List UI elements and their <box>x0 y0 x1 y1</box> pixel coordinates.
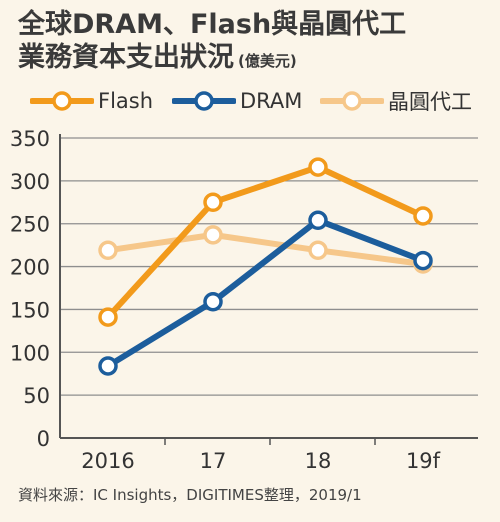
data-point <box>308 240 328 261</box>
y-tick-label: 350 <box>10 127 50 151</box>
legend-item: Flash <box>30 86 153 116</box>
series-line-foundry <box>105 231 426 267</box>
y-tick-label: 150 <box>10 298 50 322</box>
source-note: 資料來源：IC Insights，DIGITIMES整理，2019/1 <box>18 486 362 504</box>
legend-swatch <box>320 91 384 111</box>
chart-title-line-1: 全球DRAM、Flash與晶圓代工 <box>18 9 407 40</box>
legend-item: 晶圓代工 <box>320 86 472 116</box>
legend-item: DRAM <box>172 86 302 116</box>
legend-label: Flash <box>98 89 154 113</box>
data-point <box>203 291 223 312</box>
legend-label: DRAM <box>240 89 303 113</box>
chart-legend: Flash DRAM 晶圓代工 <box>30 86 490 116</box>
y-tick-label: 300 <box>10 170 50 194</box>
legend-marker <box>342 91 362 111</box>
data-point <box>308 210 328 231</box>
legend-marker <box>194 91 214 111</box>
y-tick-label: 100 <box>10 341 50 365</box>
data-point <box>308 157 328 177</box>
y-tick-label: 250 <box>10 213 50 237</box>
data-point <box>98 356 118 376</box>
legend-swatch <box>172 91 236 111</box>
x-tick-label: 17 <box>200 449 227 473</box>
data-point <box>98 307 118 327</box>
chart-title: 全球DRAM、Flash與晶圓代工 業務資本支出狀況 (億美元) <box>18 8 488 78</box>
data-point <box>413 250 433 271</box>
series-line-flash <box>105 164 426 321</box>
data-point <box>203 192 223 213</box>
legend-swatch <box>30 91 94 111</box>
series-line-dram <box>105 217 426 369</box>
data-point <box>98 240 118 261</box>
chart-unit-label: (億美元) <box>238 52 297 70</box>
y-tick-label: 50 <box>23 384 50 408</box>
data-point <box>203 225 223 245</box>
chart-title-line-2-text: 業務資本支出狀況 <box>18 42 234 73</box>
legend-marker <box>52 91 72 111</box>
legend-label: 晶圓代工 <box>388 90 472 114</box>
chart-title-line-2: 業務資本支出狀況 (億美元) <box>18 41 488 78</box>
data-point <box>413 206 433 226</box>
y-tick-label: 200 <box>10 256 50 280</box>
y-tick-label: 0 <box>37 427 50 451</box>
x-tick-label: 18 <box>305 449 332 473</box>
x-tick-label: 19f <box>406 449 441 473</box>
x-tick-label: 2016 <box>81 449 134 473</box>
